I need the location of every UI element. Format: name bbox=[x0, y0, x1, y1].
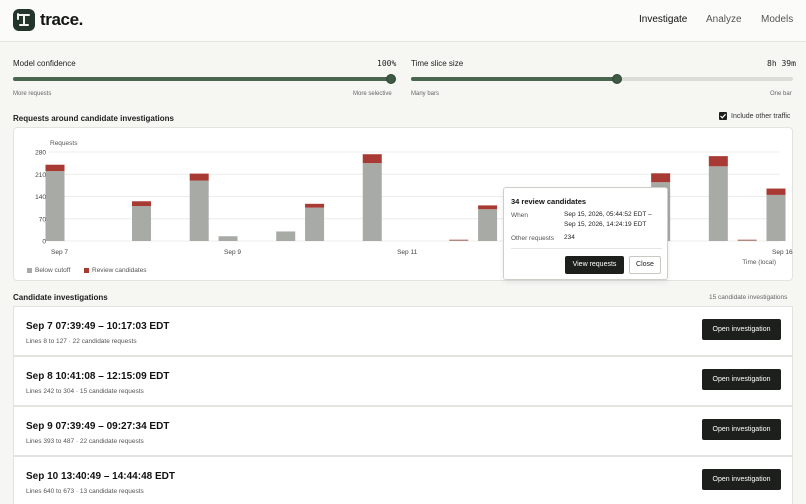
x-tick-label: Sep 11 bbox=[397, 249, 418, 256]
y-tick-label: 140 bbox=[35, 194, 46, 201]
popover-when-start: Sep 15, 2026, 05:44:52 EDT – bbox=[564, 211, 652, 218]
bar-review-candidates bbox=[132, 201, 152, 207]
bar-review-candidates bbox=[651, 173, 671, 183]
confidence-min-hint: More requests bbox=[13, 91, 52, 97]
popover-when-key: When bbox=[511, 212, 528, 219]
bar-below-cutoff bbox=[305, 207, 325, 241]
confidence-value: 100% bbox=[377, 59, 397, 68]
slice-max-hint: One bar bbox=[770, 91, 792, 97]
bar-popover: 34 review candidates When Sep 15, 2026, … bbox=[503, 187, 668, 280]
bar-below-cutoff bbox=[708, 166, 728, 241]
x-tick-label: Sep 16 bbox=[772, 249, 793, 256]
slice-value: 8h 39m bbox=[767, 59, 796, 68]
bar-below-cutoff bbox=[766, 194, 786, 241]
open-investigation-button[interactable]: Open investigation bbox=[702, 419, 781, 440]
confidence-slider-thumb[interactable] bbox=[386, 74, 396, 84]
bar-below-cutoff bbox=[362, 163, 382, 241]
bar-below-cutoff bbox=[449, 240, 469, 241]
confidence-label: Model confidence bbox=[13, 59, 76, 68]
view-requests-button[interactable]: View requests bbox=[565, 256, 624, 274]
investigation-details: Lines 640 to 673 · 13 candidate requests bbox=[26, 488, 144, 495]
investigation-card: Sep 9 07:39:49 – 09:27:34 EDT Lines 393 … bbox=[13, 406, 793, 456]
bar-below-cutoff bbox=[737, 240, 757, 241]
investigation-time-range: Sep 9 07:39:49 – 09:27:34 EDT bbox=[26, 421, 170, 432]
confidence-max-hint: More selective bbox=[353, 91, 392, 97]
bar-review-candidates bbox=[449, 239, 469, 241]
requests-chart: Requests 0 70 140 210 280 Sep 7 Sep 9 Sep 11 Sep … bbox=[13, 127, 793, 281]
popover-title: 34 review candidates bbox=[511, 197, 587, 206]
investigation-card: Sep 8 10:41:08 – 12:15:09 EDT Lines 242 … bbox=[13, 356, 793, 406]
y-tick-label: 70 bbox=[39, 216, 47, 223]
requests-chart-plot: Requests 0 70 140 210 280 Sep 7 Sep 9 Sep 11 Sep … bbox=[35, 140, 793, 266]
confidence-slider-fill bbox=[13, 77, 395, 81]
bar-review-candidates bbox=[766, 188, 786, 195]
y-tick-label: 0 bbox=[42, 239, 46, 246]
include-traffic-label[interactable]: Include other traffic bbox=[731, 113, 791, 120]
brand-name[interactable]: trace. bbox=[40, 10, 83, 29]
slice-slider-thumb[interactable] bbox=[612, 74, 622, 84]
nav-models[interactable]: Models bbox=[761, 14, 794, 25]
open-investigation-button[interactable]: Open investigation bbox=[702, 369, 781, 390]
popover-when-end: Sep 15, 2026, 14:24:19 EDT bbox=[564, 221, 647, 228]
investigation-details: Lines 8 to 127 · 22 candidate requests bbox=[26, 338, 137, 345]
bar-below-cutoff bbox=[132, 206, 152, 241]
legend-swatch-review bbox=[84, 268, 89, 273]
bar-below-cutoff bbox=[478, 209, 498, 241]
bar-below-cutoff bbox=[218, 236, 238, 241]
x-tick-label: Sep 7 bbox=[51, 249, 68, 256]
open-investigation-button[interactable]: Open investigation bbox=[702, 469, 781, 490]
nav-analyze[interactable]: Analyze bbox=[706, 14, 742, 25]
bar-review-candidates bbox=[189, 173, 209, 181]
investigation-details: Lines 242 to 304 · 15 candidate requests bbox=[26, 388, 144, 395]
legend-below-cutoff: Below cutoff bbox=[35, 267, 71, 274]
include-traffic-checkbox[interactable] bbox=[719, 112, 727, 120]
investigation-card: Sep 7 07:39:49 – 10:17:03 EDT Lines 8 to… bbox=[13, 306, 793, 356]
chart-section-title: Requests around candidate investigations bbox=[13, 114, 174, 123]
bar-review-candidates bbox=[45, 164, 65, 172]
popover-other-key: Other requests bbox=[511, 235, 554, 242]
legend-review-candidates: Review candidates bbox=[92, 267, 147, 274]
investigation-time-range: Sep 10 13:40:49 – 14:44:48 EDT bbox=[26, 471, 175, 482]
bar-below-cutoff bbox=[276, 231, 296, 241]
slice-slider[interactable] bbox=[411, 74, 793, 84]
slice-slider-fill bbox=[411, 77, 617, 81]
investigation-time-range: Sep 8 10:41:08 – 12:15:09 EDT bbox=[26, 371, 170, 382]
trace-logo-icon[interactable] bbox=[13, 9, 35, 31]
popover-divider bbox=[511, 248, 662, 249]
open-investigation-button[interactable]: Open investigation bbox=[702, 319, 781, 340]
bar-review-candidates bbox=[362, 154, 382, 164]
y-tick-label: 210 bbox=[35, 172, 46, 179]
top-bar: trace. Investigate Analyze Models bbox=[0, 0, 806, 42]
bar-review-candidates bbox=[708, 156, 728, 167]
x-axis-label: Time (local) bbox=[742, 259, 776, 266]
investigation-details: Lines 393 to 487 · 22 candidate requests bbox=[26, 438, 144, 445]
investigations-title: Candidate investigations bbox=[13, 293, 108, 302]
y-tick-label: 280 bbox=[35, 150, 46, 157]
investigation-time-range: Sep 7 07:39:49 – 10:17:03 EDT bbox=[26, 321, 170, 332]
bar-below-cutoff bbox=[45, 171, 65, 241]
legend-swatch-below bbox=[27, 268, 32, 273]
bar-review-candidates bbox=[305, 203, 325, 208]
confidence-slider[interactable] bbox=[13, 74, 396, 84]
bar-review-candidates bbox=[737, 239, 757, 241]
popover-other-value: 234 bbox=[564, 234, 575, 241]
bar-below-cutoff bbox=[189, 180, 209, 241]
slice-label: Time slice size bbox=[411, 59, 464, 68]
bar-review-candidates bbox=[478, 205, 498, 210]
nav-investigate[interactable]: Investigate bbox=[639, 14, 688, 25]
x-tick-label: Sep 9 bbox=[224, 249, 241, 256]
y-axis-label: Requests bbox=[50, 140, 78, 147]
investigation-card: Sep 10 13:40:49 – 14:44:48 EDT Lines 640… bbox=[13, 456, 793, 504]
slice-min-hint: Many bars bbox=[411, 91, 440, 97]
investigations-count: 15 candidate investigations bbox=[709, 294, 788, 301]
close-popover-button[interactable]: Close bbox=[629, 256, 661, 274]
